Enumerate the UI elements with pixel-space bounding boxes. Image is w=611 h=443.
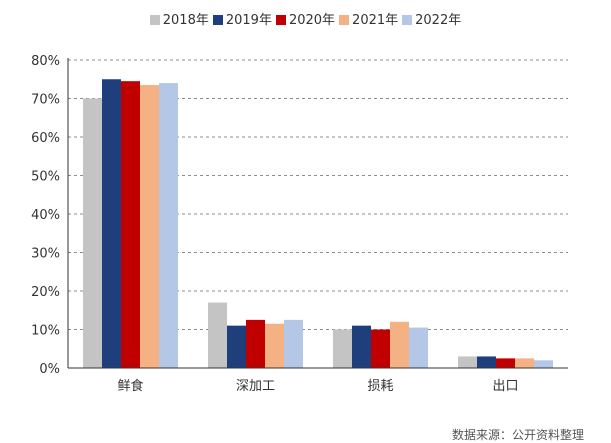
gridlines: [68, 59, 568, 330]
bar: [371, 329, 390, 368]
legend-label: 2022年: [415, 13, 462, 28]
legend-label: 2021年: [352, 13, 399, 28]
bar: [208, 302, 227, 368]
bar: [477, 356, 496, 368]
bar: [390, 321, 409, 368]
legend-item: 2021年: [339, 9, 398, 28]
y-tick-label: 60%: [31, 131, 60, 146]
legend-label: 2019年: [225, 13, 272, 28]
legend-swatch: [212, 15, 223, 25]
y-tick-label: 20%: [31, 285, 60, 300]
y-tick-label: 80%: [31, 54, 60, 69]
y-tick-label: 0%: [39, 362, 60, 377]
bar: [83, 98, 102, 368]
x-tick-label: 损耗: [367, 379, 393, 394]
legend-label: 2018年: [162, 13, 209, 28]
bar: [409, 327, 428, 368]
y-tick-label: 30%: [31, 247, 60, 262]
legend-swatch: [339, 15, 350, 25]
y-tick-label: 70%: [31, 93, 60, 108]
bars: [83, 79, 553, 369]
legend-swatch: [275, 15, 286, 25]
bar: [534, 360, 553, 368]
bar: [140, 85, 159, 369]
legend-item: 2022年: [402, 9, 461, 28]
bar: [102, 79, 121, 368]
x-tick-label: 出口: [492, 379, 518, 394]
bar: [352, 325, 371, 368]
y-tick-label: 10%: [31, 324, 60, 339]
legend-item: 2020年: [275, 9, 336, 28]
bar: [496, 358, 515, 368]
legend-swatch: [402, 15, 413, 25]
bar: [333, 329, 352, 368]
x-tick-label: 鲜食: [117, 378, 143, 394]
y-tick-label: 40%: [31, 208, 60, 223]
bar: [265, 323, 284, 368]
x-tick-label: 深加工: [236, 379, 275, 394]
y-axis-tick-labels: 0% 10% 20% 30% 40% 50% 60% 70% 80%: [31, 54, 60, 377]
legend-item: 2019年: [212, 9, 272, 28]
legend-swatch: [149, 15, 160, 25]
bar: [227, 325, 246, 368]
legend-item: 2018年: [149, 9, 209, 28]
bar: [121, 81, 140, 369]
bar: [284, 319, 303, 368]
axes: [67, 58, 568, 369]
bar: [515, 358, 534, 368]
y-tick-label: 50%: [31, 170, 60, 185]
legend-label: 2020年: [288, 13, 336, 28]
bar: [246, 319, 265, 368]
x-axis-tick-labels: 鲜食 深加工 损耗 出口: [117, 378, 518, 394]
bar: [458, 356, 477, 368]
chart-legend: 2018年 2019年 2020年 2021年 2022年: [0, 9, 611, 28]
bar: [159, 83, 178, 368]
source-note: 数据来源：公开资料整理: [452, 428, 585, 442]
